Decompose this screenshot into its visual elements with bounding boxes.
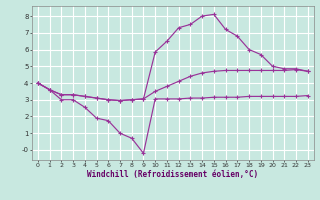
X-axis label: Windchill (Refroidissement éolien,°C): Windchill (Refroidissement éolien,°C) bbox=[87, 170, 258, 179]
